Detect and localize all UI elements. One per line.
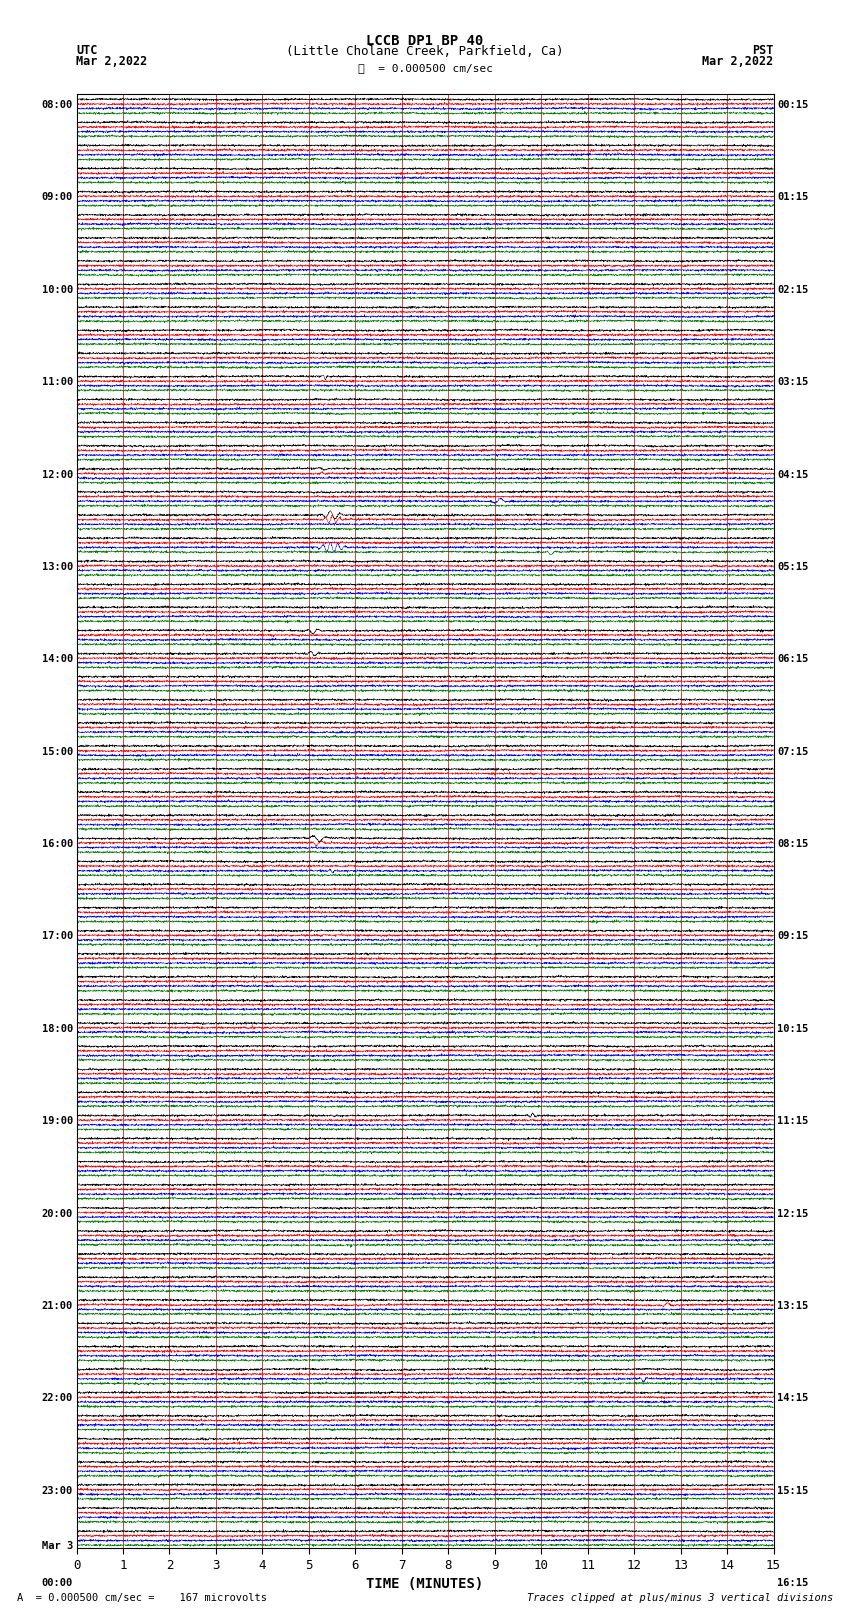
Text: Mar 2,2022: Mar 2,2022 (76, 55, 148, 68)
Text: Traces clipped at plus/minus 3 vertical divisions: Traces clipped at plus/minus 3 vertical … (527, 1594, 833, 1603)
Text: Mar 3: Mar 3 (42, 1542, 73, 1552)
Text: 12:00: 12:00 (42, 469, 73, 479)
Text: 08:15: 08:15 (777, 839, 808, 848)
Text: 22:00: 22:00 (42, 1394, 73, 1403)
Text: 07:15: 07:15 (777, 747, 808, 756)
Text: 05:15: 05:15 (777, 561, 808, 573)
Text: 17:00: 17:00 (42, 931, 73, 942)
X-axis label: TIME (MINUTES): TIME (MINUTES) (366, 1578, 484, 1592)
Text: 10:15: 10:15 (777, 1024, 808, 1034)
Text: 11:00: 11:00 (42, 377, 73, 387)
Text: 16:15: 16:15 (777, 1578, 808, 1589)
Text: 15:15: 15:15 (777, 1486, 808, 1495)
Text: 01:15: 01:15 (777, 192, 808, 203)
Text: 20:00: 20:00 (42, 1208, 73, 1218)
Text: UTC: UTC (76, 44, 98, 56)
Text: Mar 2,2022: Mar 2,2022 (702, 55, 774, 68)
Text: 12:15: 12:15 (777, 1208, 808, 1218)
Text: ⏐  = 0.000500 cm/sec: ⏐ = 0.000500 cm/sec (358, 63, 492, 73)
Text: 16:00: 16:00 (42, 839, 73, 848)
Text: 15:00: 15:00 (42, 747, 73, 756)
Text: 14:00: 14:00 (42, 655, 73, 665)
Text: 08:00: 08:00 (42, 100, 73, 110)
Text: 10:00: 10:00 (42, 286, 73, 295)
Text: PST: PST (752, 44, 774, 56)
Text: 23:00: 23:00 (42, 1486, 73, 1495)
Text: 13:00: 13:00 (42, 561, 73, 573)
Text: 21:00: 21:00 (42, 1302, 73, 1311)
Text: 03:15: 03:15 (777, 377, 808, 387)
Text: 00:15: 00:15 (777, 100, 808, 110)
Text: 18:00: 18:00 (42, 1024, 73, 1034)
Text: 13:15: 13:15 (777, 1302, 808, 1311)
Text: A  = 0.000500 cm/sec =    167 microvolts: A = 0.000500 cm/sec = 167 microvolts (17, 1594, 267, 1603)
Text: (Little Cholane Creek, Parkfield, Ca): (Little Cholane Creek, Parkfield, Ca) (286, 45, 564, 58)
Text: 14:15: 14:15 (777, 1394, 808, 1403)
Text: 09:00: 09:00 (42, 192, 73, 203)
Text: LCCB DP1 BP 40: LCCB DP1 BP 40 (366, 34, 484, 48)
Text: 04:15: 04:15 (777, 469, 808, 479)
Text: 09:15: 09:15 (777, 931, 808, 942)
Text: 02:15: 02:15 (777, 286, 808, 295)
Text: 19:00: 19:00 (42, 1116, 73, 1126)
Text: 06:15: 06:15 (777, 655, 808, 665)
Text: 11:15: 11:15 (777, 1116, 808, 1126)
Text: 00:00: 00:00 (42, 1578, 73, 1589)
